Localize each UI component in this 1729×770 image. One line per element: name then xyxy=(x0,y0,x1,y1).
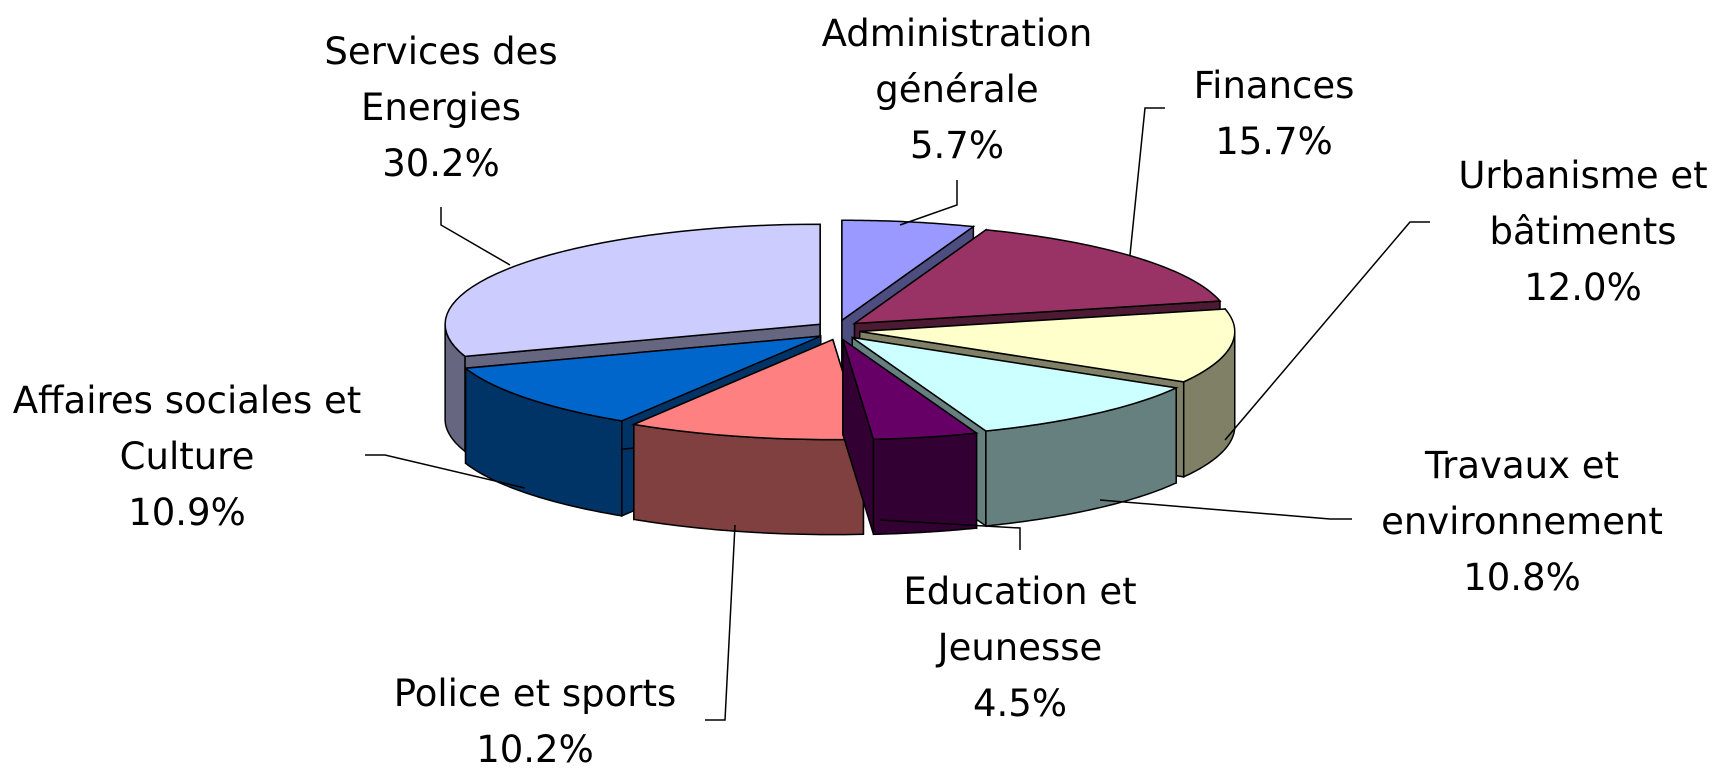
leader-line xyxy=(705,524,736,721)
category-name: Services des Energies xyxy=(324,30,558,129)
slice-label: Education et Jeunesse 4.5% xyxy=(870,564,1170,732)
leader-line xyxy=(1129,107,1165,256)
value-label: 10.8% xyxy=(1463,556,1581,599)
slice-label: Finances 15.7% xyxy=(1159,58,1389,170)
slice-top xyxy=(859,308,1236,383)
value-label: 10.9% xyxy=(128,491,246,534)
category-name: Urbanisme et bâtiments xyxy=(1458,154,1708,253)
value-label: 4.5% xyxy=(973,682,1067,725)
slice-top xyxy=(444,223,821,358)
category-name: Finances xyxy=(1193,64,1355,107)
leader-line xyxy=(1099,499,1352,520)
category-name: Travaux et environnement xyxy=(1381,444,1663,543)
slice-label: Urbanisme et bâtiments 12.0% xyxy=(1428,148,1729,316)
leader-line xyxy=(365,454,526,489)
slice-top xyxy=(851,229,1222,325)
value-label: 12.0% xyxy=(1524,266,1642,309)
leader-line xyxy=(899,180,958,226)
slice-side xyxy=(872,432,978,536)
category-name: Police et sports xyxy=(393,672,677,715)
slice-side xyxy=(633,423,865,536)
category-name: Education et Jeunesse xyxy=(903,570,1137,669)
leader-line xyxy=(440,207,511,266)
slice-label: Police et sports 10.2% xyxy=(365,666,705,770)
leader-line xyxy=(1224,221,1430,441)
leader-line xyxy=(879,519,1021,550)
category-name: Administration générale xyxy=(821,12,1093,111)
slice-label: Travaux et environnement 10.8% xyxy=(1352,438,1692,606)
slice-top xyxy=(631,338,865,441)
slice-top xyxy=(841,337,979,441)
value-label: 15.7% xyxy=(1215,120,1333,163)
value-label: 5.7% xyxy=(910,124,1004,167)
value-label: 30.2% xyxy=(382,142,500,185)
slice xyxy=(841,337,979,536)
slice-top xyxy=(463,335,822,422)
value-label: 10.2% xyxy=(476,728,594,770)
slice-label: Services des Energies 30.2% xyxy=(301,24,581,192)
slice-label: Administration générale 5.7% xyxy=(792,6,1122,174)
slice-top xyxy=(851,336,1179,432)
slice-label: Affaires sociales et Culture 10.9% xyxy=(7,373,367,541)
category-name: Affaires sociales et Culture xyxy=(12,379,362,478)
